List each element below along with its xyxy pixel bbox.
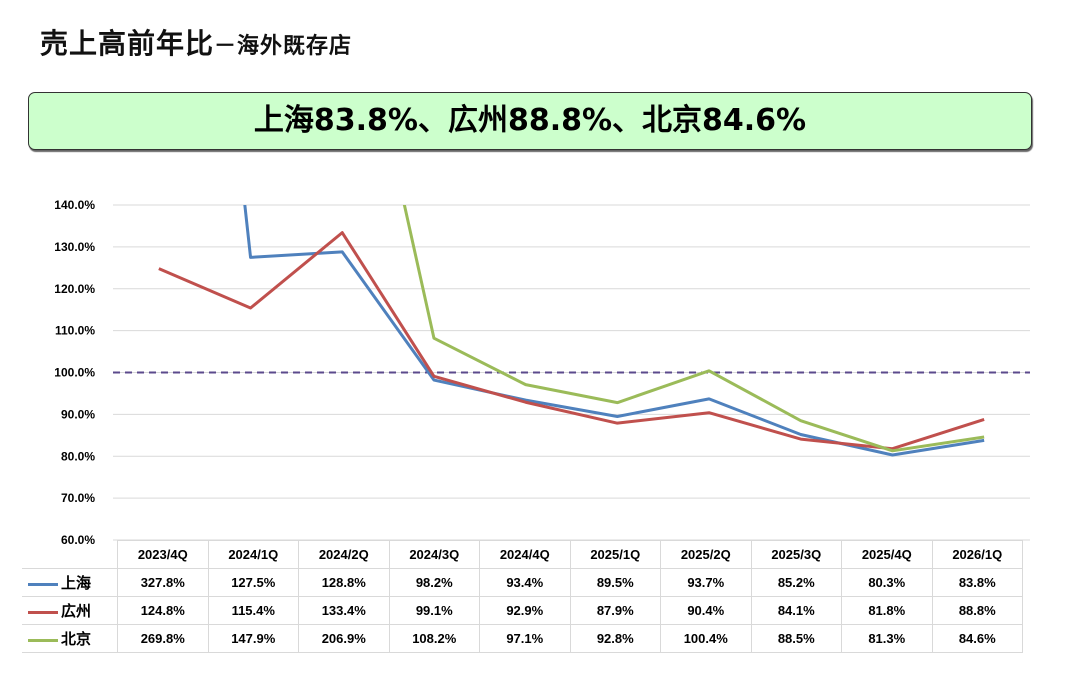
y-tick-label: 80.0% — [61, 449, 95, 463]
data-label: 93.7% — [660, 568, 752, 597]
summary-banner: 上海83.8%、広州88.8%、北京84.6% — [28, 92, 1032, 150]
category-label: 2024/3Q — [388, 540, 480, 569]
data-label: 99.1% — [388, 596, 480, 625]
data-label: 97.1% — [479, 624, 571, 653]
data-label: 100.4% — [660, 624, 752, 653]
data-label: 327.8% — [117, 568, 209, 597]
category-label: 2024/2Q — [298, 540, 390, 569]
series-name: 広州 — [61, 603, 92, 620]
title-main: 売上高前年比 — [40, 27, 215, 60]
legend-swatch — [28, 639, 58, 643]
y-tick-label: 60.0% — [61, 533, 95, 547]
table-row: 広州 124.8% 115.4% 133.4% 99.1% 92.9% 87.9% 90.4%… — [22, 596, 1023, 625]
data-label: 88.5% — [750, 624, 842, 653]
y-tick-label: 120.0% — [54, 282, 95, 296]
data-label: 83.8% — [931, 568, 1023, 597]
legend-entry: 上海 — [22, 568, 118, 597]
legend-entry: 北京 — [22, 624, 118, 653]
category-label: 2025/4Q — [841, 540, 933, 569]
data-label: 93.4% — [479, 568, 571, 597]
table-row: 上海 327.8% 127.5% 128.8% 98.2% 93.4% 89.5% 93.7%… — [22, 568, 1023, 597]
data-label: 85.2% — [750, 568, 842, 597]
page-title: 売上高前年比－海外既存店 — [40, 22, 352, 62]
data-label: 115.4% — [207, 596, 299, 625]
y-tick-label: 70.0% — [61, 491, 95, 505]
data-label: 206.9% — [298, 624, 390, 653]
data-label: 98.2% — [388, 568, 480, 597]
data-table: 2023/4Q 2024/1Q 2024/2Q 2024/3Q 2024/4Q 2025/… — [22, 540, 1023, 653]
data-label: 128.8% — [298, 568, 390, 597]
data-label: 88.8% — [931, 596, 1023, 625]
title-sub: －海外既存店 — [214, 34, 353, 59]
y-tick-label: 100.0% — [54, 366, 95, 380]
corner-cell — [22, 541, 118, 569]
category-label: 2025/1Q — [569, 540, 661, 569]
data-label: 124.8% — [117, 596, 209, 625]
series-line-2 — [402, 205, 985, 453]
data-label: 89.5% — [569, 568, 661, 597]
table-row: 北京 269.8% 147.9% 206.9% 108.2% 97.1% 92.8% 100.… — [22, 624, 1023, 653]
y-tick-label: 110.0% — [55, 324, 95, 338]
series-line-1 — [158, 231, 985, 451]
category-label: 2025/3Q — [750, 540, 842, 569]
data-label: 81.8% — [841, 596, 933, 625]
data-label: 133.4% — [298, 596, 390, 625]
category-label: 2023/4Q — [117, 540, 209, 569]
category-label: 2025/2Q — [660, 540, 752, 569]
data-label: 84.6% — [931, 624, 1023, 653]
data-label: 92.9% — [479, 596, 571, 625]
data-label: 269.8% — [117, 624, 209, 653]
series-name: 北京 — [61, 631, 92, 648]
data-label: 81.3% — [841, 624, 933, 653]
data-label: 127.5% — [207, 568, 299, 597]
data-label: 92.8% — [569, 624, 661, 653]
data-label: 80.3% — [841, 568, 933, 597]
data-label: 90.4% — [660, 596, 752, 625]
data-label: 84.1% — [750, 596, 842, 625]
data-label: 108.2% — [388, 624, 480, 653]
data-label: 147.9% — [207, 624, 299, 653]
category-label: 2024/4Q — [479, 540, 571, 569]
table-header: 2023/4Q 2024/1Q 2024/2Q 2024/3Q 2024/4Q 2025/… — [22, 540, 1023, 569]
legend-swatch — [28, 611, 58, 615]
y-tick-label: 140.0% — [54, 198, 95, 212]
category-label: 2026/1Q — [931, 540, 1023, 569]
data-label: 87.9% — [569, 596, 661, 625]
category-label: 2024/1Q — [207, 540, 299, 569]
legend-entry: 広州 — [22, 596, 118, 625]
series-name: 上海 — [61, 575, 92, 592]
y-tick-label: 130.0% — [54, 240, 95, 254]
y-tick-label: 90.0% — [61, 407, 95, 421]
legend-swatch — [28, 583, 58, 587]
series-line-0 — [243, 205, 985, 457]
